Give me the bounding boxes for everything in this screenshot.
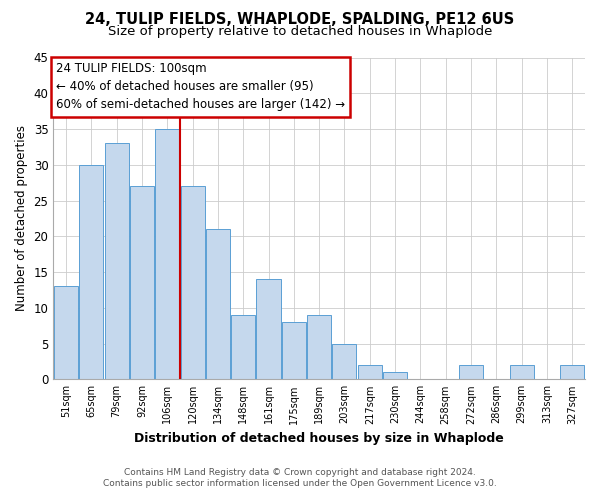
Text: 24, TULIP FIELDS, WHAPLODE, SPALDING, PE12 6US: 24, TULIP FIELDS, WHAPLODE, SPALDING, PE… xyxy=(85,12,515,28)
Bar xyxy=(155,129,179,380)
Bar xyxy=(104,144,128,380)
Bar xyxy=(307,315,331,380)
Bar xyxy=(383,372,407,380)
Text: 24 TULIP FIELDS: 100sqm
← 40% of detached houses are smaller (95)
60% of semi-de: 24 TULIP FIELDS: 100sqm ← 40% of detache… xyxy=(56,62,345,112)
Bar xyxy=(130,186,154,380)
Bar xyxy=(231,315,255,380)
Text: Contains HM Land Registry data © Crown copyright and database right 2024.
Contai: Contains HM Land Registry data © Crown c… xyxy=(103,468,497,487)
Bar xyxy=(181,186,205,380)
Bar xyxy=(79,165,103,380)
Bar xyxy=(459,365,483,380)
Text: Size of property relative to detached houses in Whaplode: Size of property relative to detached ho… xyxy=(108,25,492,38)
Bar xyxy=(332,344,356,380)
Bar xyxy=(509,365,534,380)
X-axis label: Distribution of detached houses by size in Whaplode: Distribution of detached houses by size … xyxy=(134,432,504,445)
Bar xyxy=(358,365,382,380)
Bar xyxy=(54,286,78,380)
Bar xyxy=(560,365,584,380)
Bar xyxy=(256,279,281,380)
Bar xyxy=(206,229,230,380)
Y-axis label: Number of detached properties: Number of detached properties xyxy=(15,126,28,312)
Bar xyxy=(282,322,306,380)
